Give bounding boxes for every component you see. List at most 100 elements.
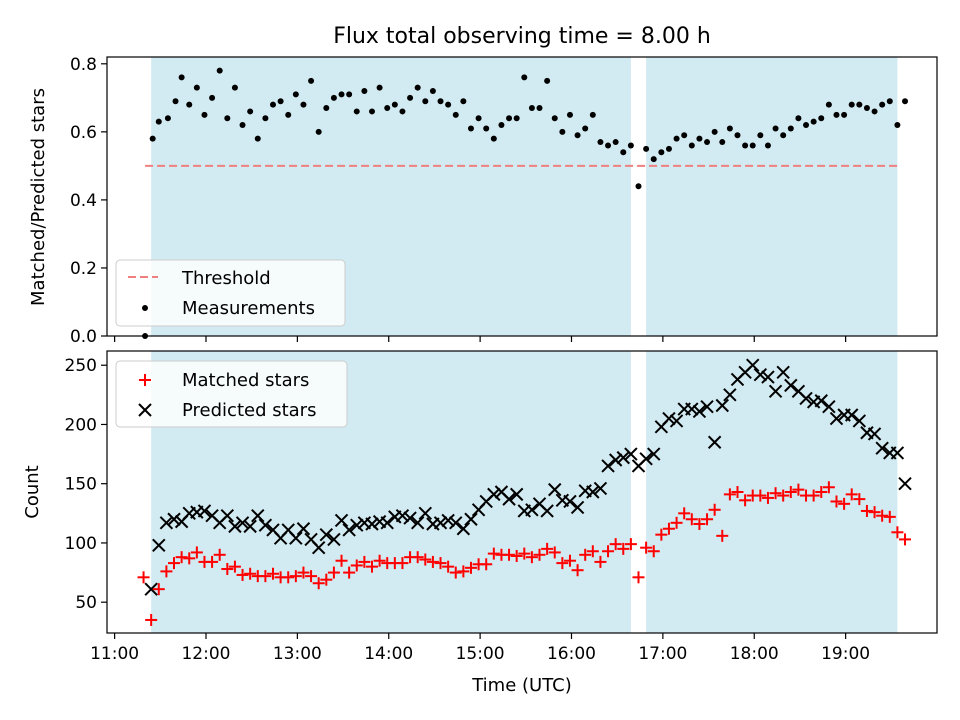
measurement-point bbox=[521, 74, 528, 81]
measurement-point bbox=[330, 94, 337, 101]
predicted-star-point bbox=[662, 411, 676, 426]
y-tick-label: 50 bbox=[75, 593, 97, 613]
x-tick-label: 14:00 bbox=[364, 644, 413, 664]
matched-star-point bbox=[708, 503, 721, 516]
matched-star-point bbox=[807, 489, 820, 502]
predicted-star-point bbox=[852, 414, 867, 428]
top-x-ticks bbox=[114, 336, 847, 342]
measurement-point bbox=[894, 122, 901, 129]
measurement-point bbox=[734, 132, 741, 139]
matched-star-point bbox=[190, 546, 203, 559]
matched-star-point bbox=[594, 555, 607, 568]
matched-star-point bbox=[883, 510, 896, 523]
predicted-star-point bbox=[707, 435, 722, 449]
measurement-point bbox=[688, 142, 695, 149]
predicted-star-point bbox=[327, 532, 341, 547]
measurement-point bbox=[186, 101, 193, 108]
matched-star-point bbox=[579, 548, 592, 561]
measurement-point bbox=[795, 115, 802, 122]
matched-star-point bbox=[426, 555, 439, 568]
predicted-star-point bbox=[776, 365, 790, 380]
measurement-point bbox=[726, 125, 733, 132]
measurement-point bbox=[172, 98, 179, 105]
matched-star-point bbox=[411, 551, 424, 564]
predicted-star-point bbox=[433, 516, 448, 530]
measurement-point bbox=[239, 122, 246, 129]
matched-star-point bbox=[624, 538, 637, 551]
matched-star-point bbox=[845, 488, 858, 501]
measurement-point bbox=[308, 77, 315, 84]
measurement-point bbox=[749, 142, 756, 149]
measurement-point bbox=[825, 101, 832, 108]
measurement-point bbox=[506, 115, 513, 122]
y-tick-label: 0.0 bbox=[70, 327, 97, 347]
matched-star-point bbox=[838, 497, 851, 510]
matched-star-point bbox=[457, 565, 470, 578]
predicted-star-point bbox=[342, 523, 356, 537]
measurement-point bbox=[665, 145, 672, 152]
predicted-star-point bbox=[251, 508, 265, 523]
measurement-point bbox=[856, 101, 863, 108]
measurement-point bbox=[178, 74, 185, 81]
measurement-point bbox=[742, 142, 749, 149]
matched-star-point bbox=[586, 545, 599, 558]
matched-star-point bbox=[282, 571, 295, 584]
matched-star-point bbox=[602, 545, 615, 558]
predicted-star-point bbox=[570, 500, 585, 515]
predicted-star-point bbox=[441, 513, 455, 528]
measurement-point bbox=[201, 111, 208, 118]
measurement-point bbox=[803, 122, 810, 129]
measurement-point bbox=[589, 111, 596, 118]
measurement-point bbox=[764, 142, 771, 149]
measurement-point bbox=[300, 101, 307, 108]
measurement-point bbox=[445, 101, 452, 108]
measurement-point bbox=[338, 91, 345, 98]
measurement-point bbox=[605, 142, 612, 149]
predicted-star-point bbox=[845, 408, 859, 422]
measurement-point bbox=[315, 128, 322, 135]
predicted-star-point bbox=[509, 487, 524, 502]
matched-star-point bbox=[518, 547, 531, 560]
matched-star-point bbox=[289, 570, 302, 583]
predicted-star-point bbox=[311, 540, 326, 555]
x-tick-label: 16:00 bbox=[547, 644, 596, 664]
predicted-star-point bbox=[167, 512, 181, 526]
predicted-star-point bbox=[365, 517, 379, 531]
measurement-point bbox=[460, 98, 467, 105]
measurement-point bbox=[597, 139, 604, 146]
matched-star-point bbox=[145, 613, 158, 626]
matched-star-point bbox=[449, 566, 462, 579]
measurement-point bbox=[231, 84, 238, 91]
predicted-star-point bbox=[890, 446, 905, 460]
matched-star-point bbox=[168, 557, 181, 570]
matched-star-point bbox=[320, 573, 333, 586]
matched-star-point bbox=[152, 583, 165, 596]
measurement-point bbox=[285, 111, 292, 118]
matched-star-point bbox=[358, 555, 371, 568]
matched-star-point bbox=[617, 542, 630, 555]
matched-star-point bbox=[670, 516, 683, 529]
predicted-star-point bbox=[449, 516, 463, 530]
measurement-point bbox=[346, 91, 353, 98]
measurement-point bbox=[902, 98, 909, 105]
top-panel: 0.00.20.40.60.8 Matched/Predicted stars … bbox=[28, 55, 938, 347]
shaded-interval bbox=[646, 351, 898, 633]
matched-star-point bbox=[160, 565, 173, 578]
matched-star-point bbox=[510, 549, 523, 562]
matched-star-point bbox=[777, 489, 790, 502]
matched-star-point bbox=[784, 486, 797, 498]
predicted-star-point bbox=[548, 482, 562, 497]
matched-star-point bbox=[244, 567, 257, 580]
predicted-star-point bbox=[761, 370, 775, 384]
measurement-point bbox=[216, 67, 223, 74]
y-tick-label: 0.4 bbox=[70, 191, 97, 211]
bottom-y-ticks: 50 100 150 200 250 bbox=[65, 356, 107, 613]
measurement-point bbox=[536, 105, 543, 112]
matched-star-point bbox=[647, 545, 660, 558]
matched-star-point bbox=[693, 517, 706, 530]
matched-star-point bbox=[731, 486, 744, 498]
predicted-star-point bbox=[608, 453, 623, 467]
matched-star-point bbox=[487, 547, 500, 560]
matched-star-point bbox=[442, 560, 455, 573]
predicted-star-point bbox=[464, 512, 478, 526]
